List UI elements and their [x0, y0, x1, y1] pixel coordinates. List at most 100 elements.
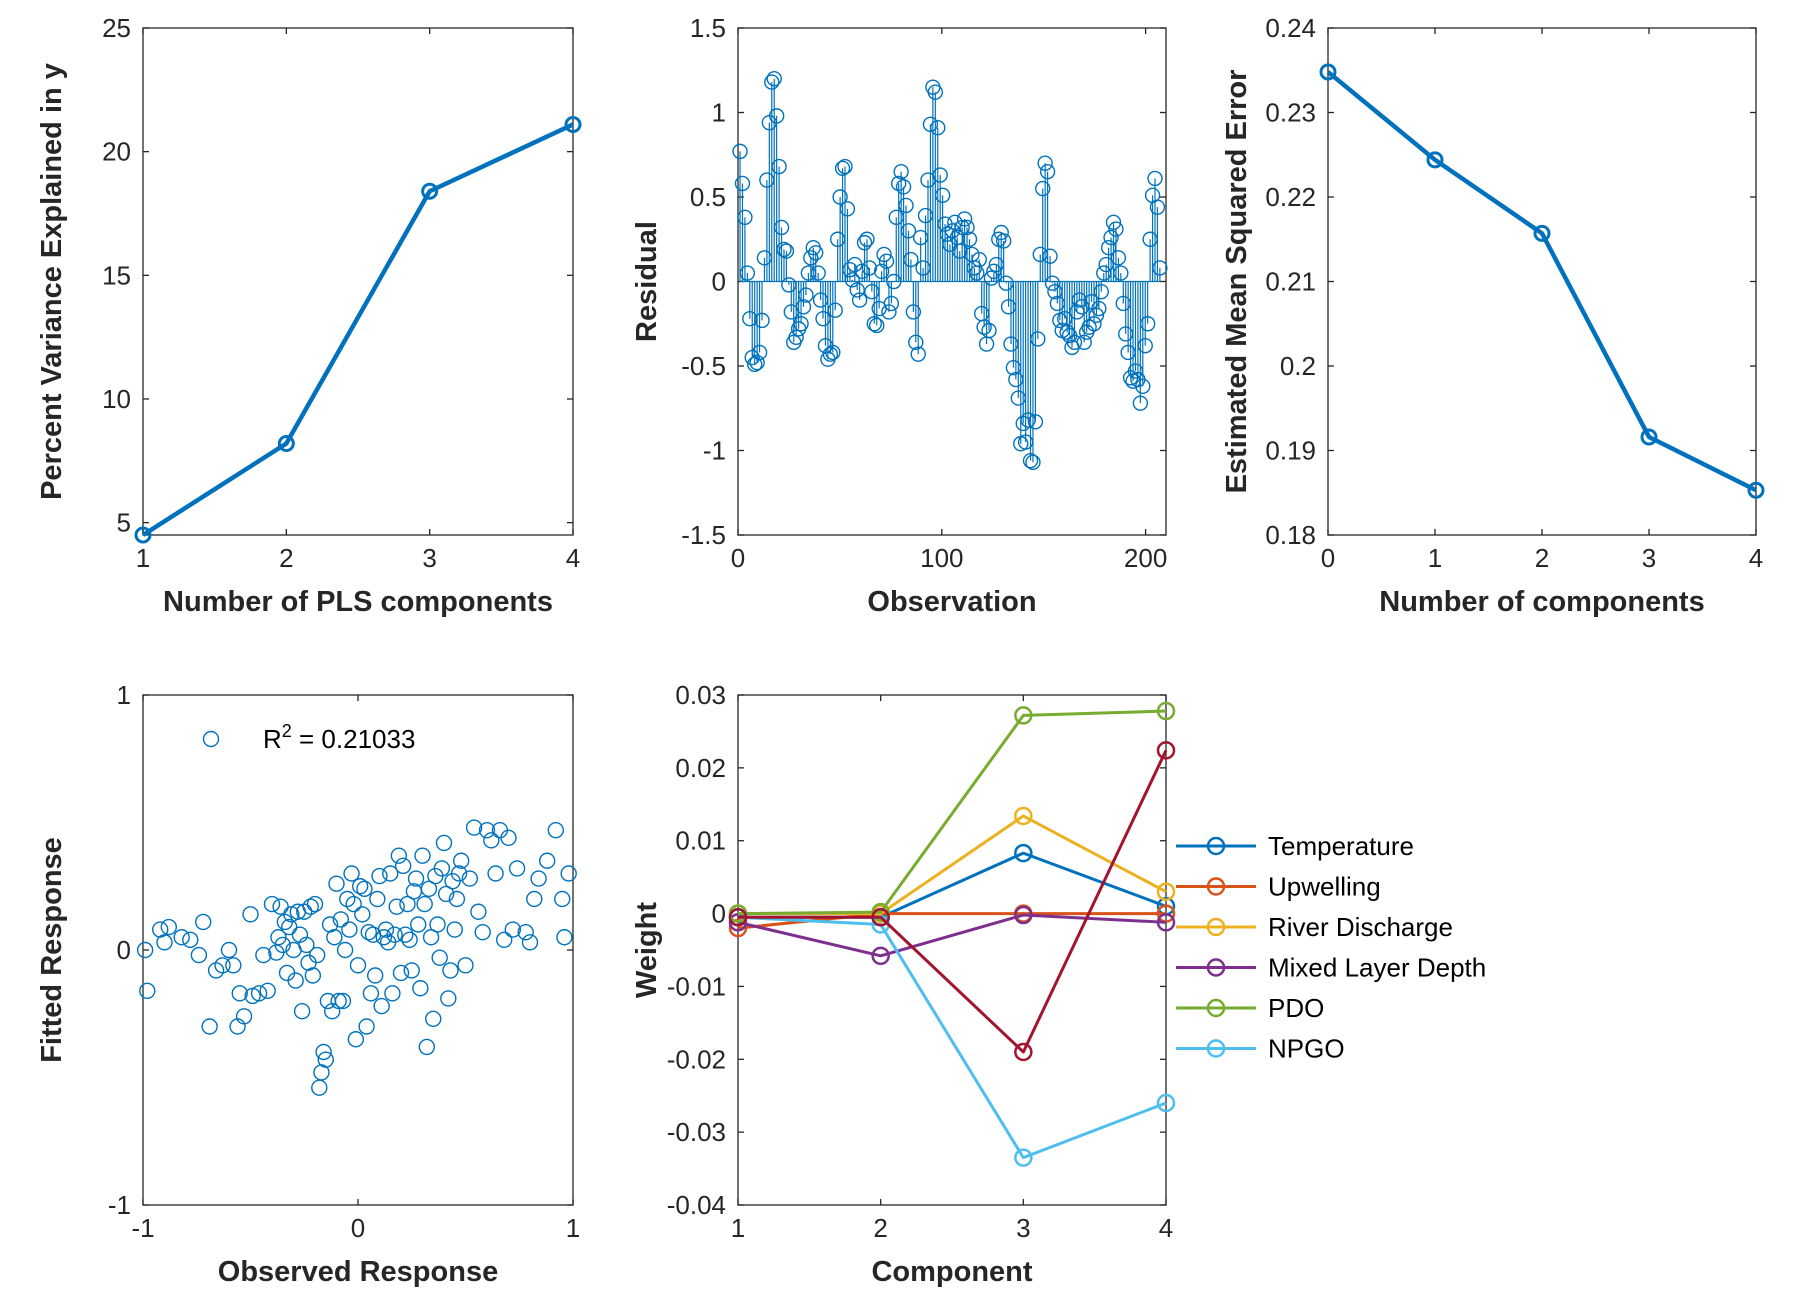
legend-label: Temperature: [1268, 831, 1414, 861]
stem-marker: [822, 346, 839, 362]
stem-marker: [808, 245, 824, 261]
scatter-point: [345, 895, 362, 913]
scatter-point: [377, 921, 395, 938]
stem-marker: [1081, 319, 1097, 335]
stem-marker: [1132, 395, 1149, 411]
series-marker-4: [1014, 905, 1033, 925]
scatter-point: [139, 982, 156, 999]
stem-marker: [876, 246, 892, 263]
stem-marker: [1110, 250, 1127, 266]
scatter-point: [173, 929, 190, 946]
stem-marker: [739, 265, 756, 281]
scatter-point: [435, 834, 453, 852]
scatter-point: [539, 852, 556, 869]
scatter-point: [270, 929, 287, 946]
legend-marker: [1206, 917, 1226, 937]
stem-marker: [832, 189, 848, 205]
scatter-point: [235, 1008, 253, 1025]
scatter-point: [504, 921, 521, 938]
stem-marker: [1105, 214, 1122, 231]
stem-marker: [788, 329, 804, 345]
series-marker-7: [1156, 741, 1176, 760]
legend-marker: [1206, 958, 1226, 977]
y-tick-label: 0.22: [1265, 182, 1316, 212]
y-tick-label: -0.03: [667, 1117, 726, 1147]
stem-marker: [1086, 316, 1102, 332]
stem-marker: [995, 233, 1012, 249]
scatter-point: [437, 885, 455, 903]
scatter-point: [390, 847, 408, 864]
stem-marker: [834, 160, 851, 176]
series-line: [141, 122, 574, 537]
scatter-point: [461, 870, 478, 887]
series-marker-6: [1156, 1093, 1176, 1113]
x-tick-label: 4: [566, 543, 580, 573]
series-line-7: [738, 749, 1168, 1054]
stem-marker: [795, 299, 812, 315]
legend-marker: [1206, 877, 1226, 896]
stem-marker: [959, 219, 975, 236]
scatter-point: [242, 906, 259, 923]
legend-label: Upwelling: [1268, 872, 1381, 902]
series-line-4: [737, 913, 1167, 958]
chart-panel-1: 1 2 3 4 5 10 15 20 25 Number of PLS components Per…: [36, 13, 582, 618]
x-tick-label: 4: [1159, 1213, 1173, 1243]
scatter-point: [422, 929, 440, 946]
chart-panel-4: -1 0 1 -1 0 1 Observed Response Fitted Response…: [36, 680, 580, 1288]
series-marker-5: [1014, 706, 1033, 725]
series-marker-3: [1156, 882, 1176, 901]
chart-panel-5: 1 2 3 4 -0.04 -0.03 -0.02 -0.01 0 0.01 0.02 0.03 Com…: [631, 680, 1486, 1288]
scatter-point: [250, 985, 268, 1002]
y-tick-label: 0.03: [675, 680, 726, 710]
scatter-point: [440, 990, 457, 1007]
stem-marker: [900, 223, 917, 239]
stem-marker: [1035, 180, 1051, 197]
scatter-point: [453, 852, 470, 869]
x-tick-label: 1: [731, 1213, 745, 1243]
y-tick-label: 10: [102, 384, 131, 414]
scatter-point: [470, 903, 487, 920]
scatter-point: [384, 985, 401, 1002]
stem-marker: [927, 84, 944, 100]
scatter-point: [354, 906, 371, 923]
x-tick-label: 100: [920, 543, 963, 573]
scatter-point: [382, 865, 399, 882]
stem-marker: [856, 234, 873, 251]
x-tick-label: 1: [1428, 543, 1442, 573]
scatter-point: [343, 865, 360, 882]
stem-marker: [1152, 260, 1168, 276]
stem-marker: [776, 241, 792, 258]
scatter-point: [448, 890, 466, 908]
stem-marker: [922, 116, 939, 133]
stem-marker: [910, 346, 926, 362]
scatter-point: [313, 1064, 330, 1081]
stem-marker: [1027, 414, 1044, 430]
series-marker-4: [871, 946, 890, 966]
scatter-point: [362, 985, 380, 1002]
y-tick-label: -1: [703, 436, 726, 466]
scatter-point: [220, 941, 238, 959]
stem-marker: [1025, 454, 1041, 471]
y-tick-label: -0.04: [667, 1190, 726, 1220]
x-tick-label: 0: [351, 1213, 365, 1243]
scatter-point: [420, 880, 438, 897]
x-tick-label: 2: [1535, 543, 1549, 573]
stem-marker: [768, 108, 785, 124]
y-tick-label: 0.02: [675, 753, 726, 783]
scatter-point: [457, 957, 474, 974]
legend-r-squared: R2 = 0.21033: [263, 721, 415, 754]
stem-marker: [1091, 300, 1107, 317]
x-tick-label: 2: [873, 1213, 887, 1243]
scatter-point: [397, 926, 414, 943]
y-tick-label: 20: [102, 137, 131, 167]
y-tick-label: 0.2: [1280, 351, 1316, 381]
scatter-point: [556, 929, 573, 946]
legend-label: River Discharge: [1268, 912, 1453, 942]
stem-marker: [908, 334, 924, 351]
x-tick-label: 0: [1321, 543, 1335, 573]
scatter-point: [351, 878, 369, 895]
stem-marker: [810, 265, 826, 281]
scatter-point: [330, 992, 347, 1010]
stem-marker: [976, 319, 992, 335]
stem-marker: [859, 231, 875, 247]
